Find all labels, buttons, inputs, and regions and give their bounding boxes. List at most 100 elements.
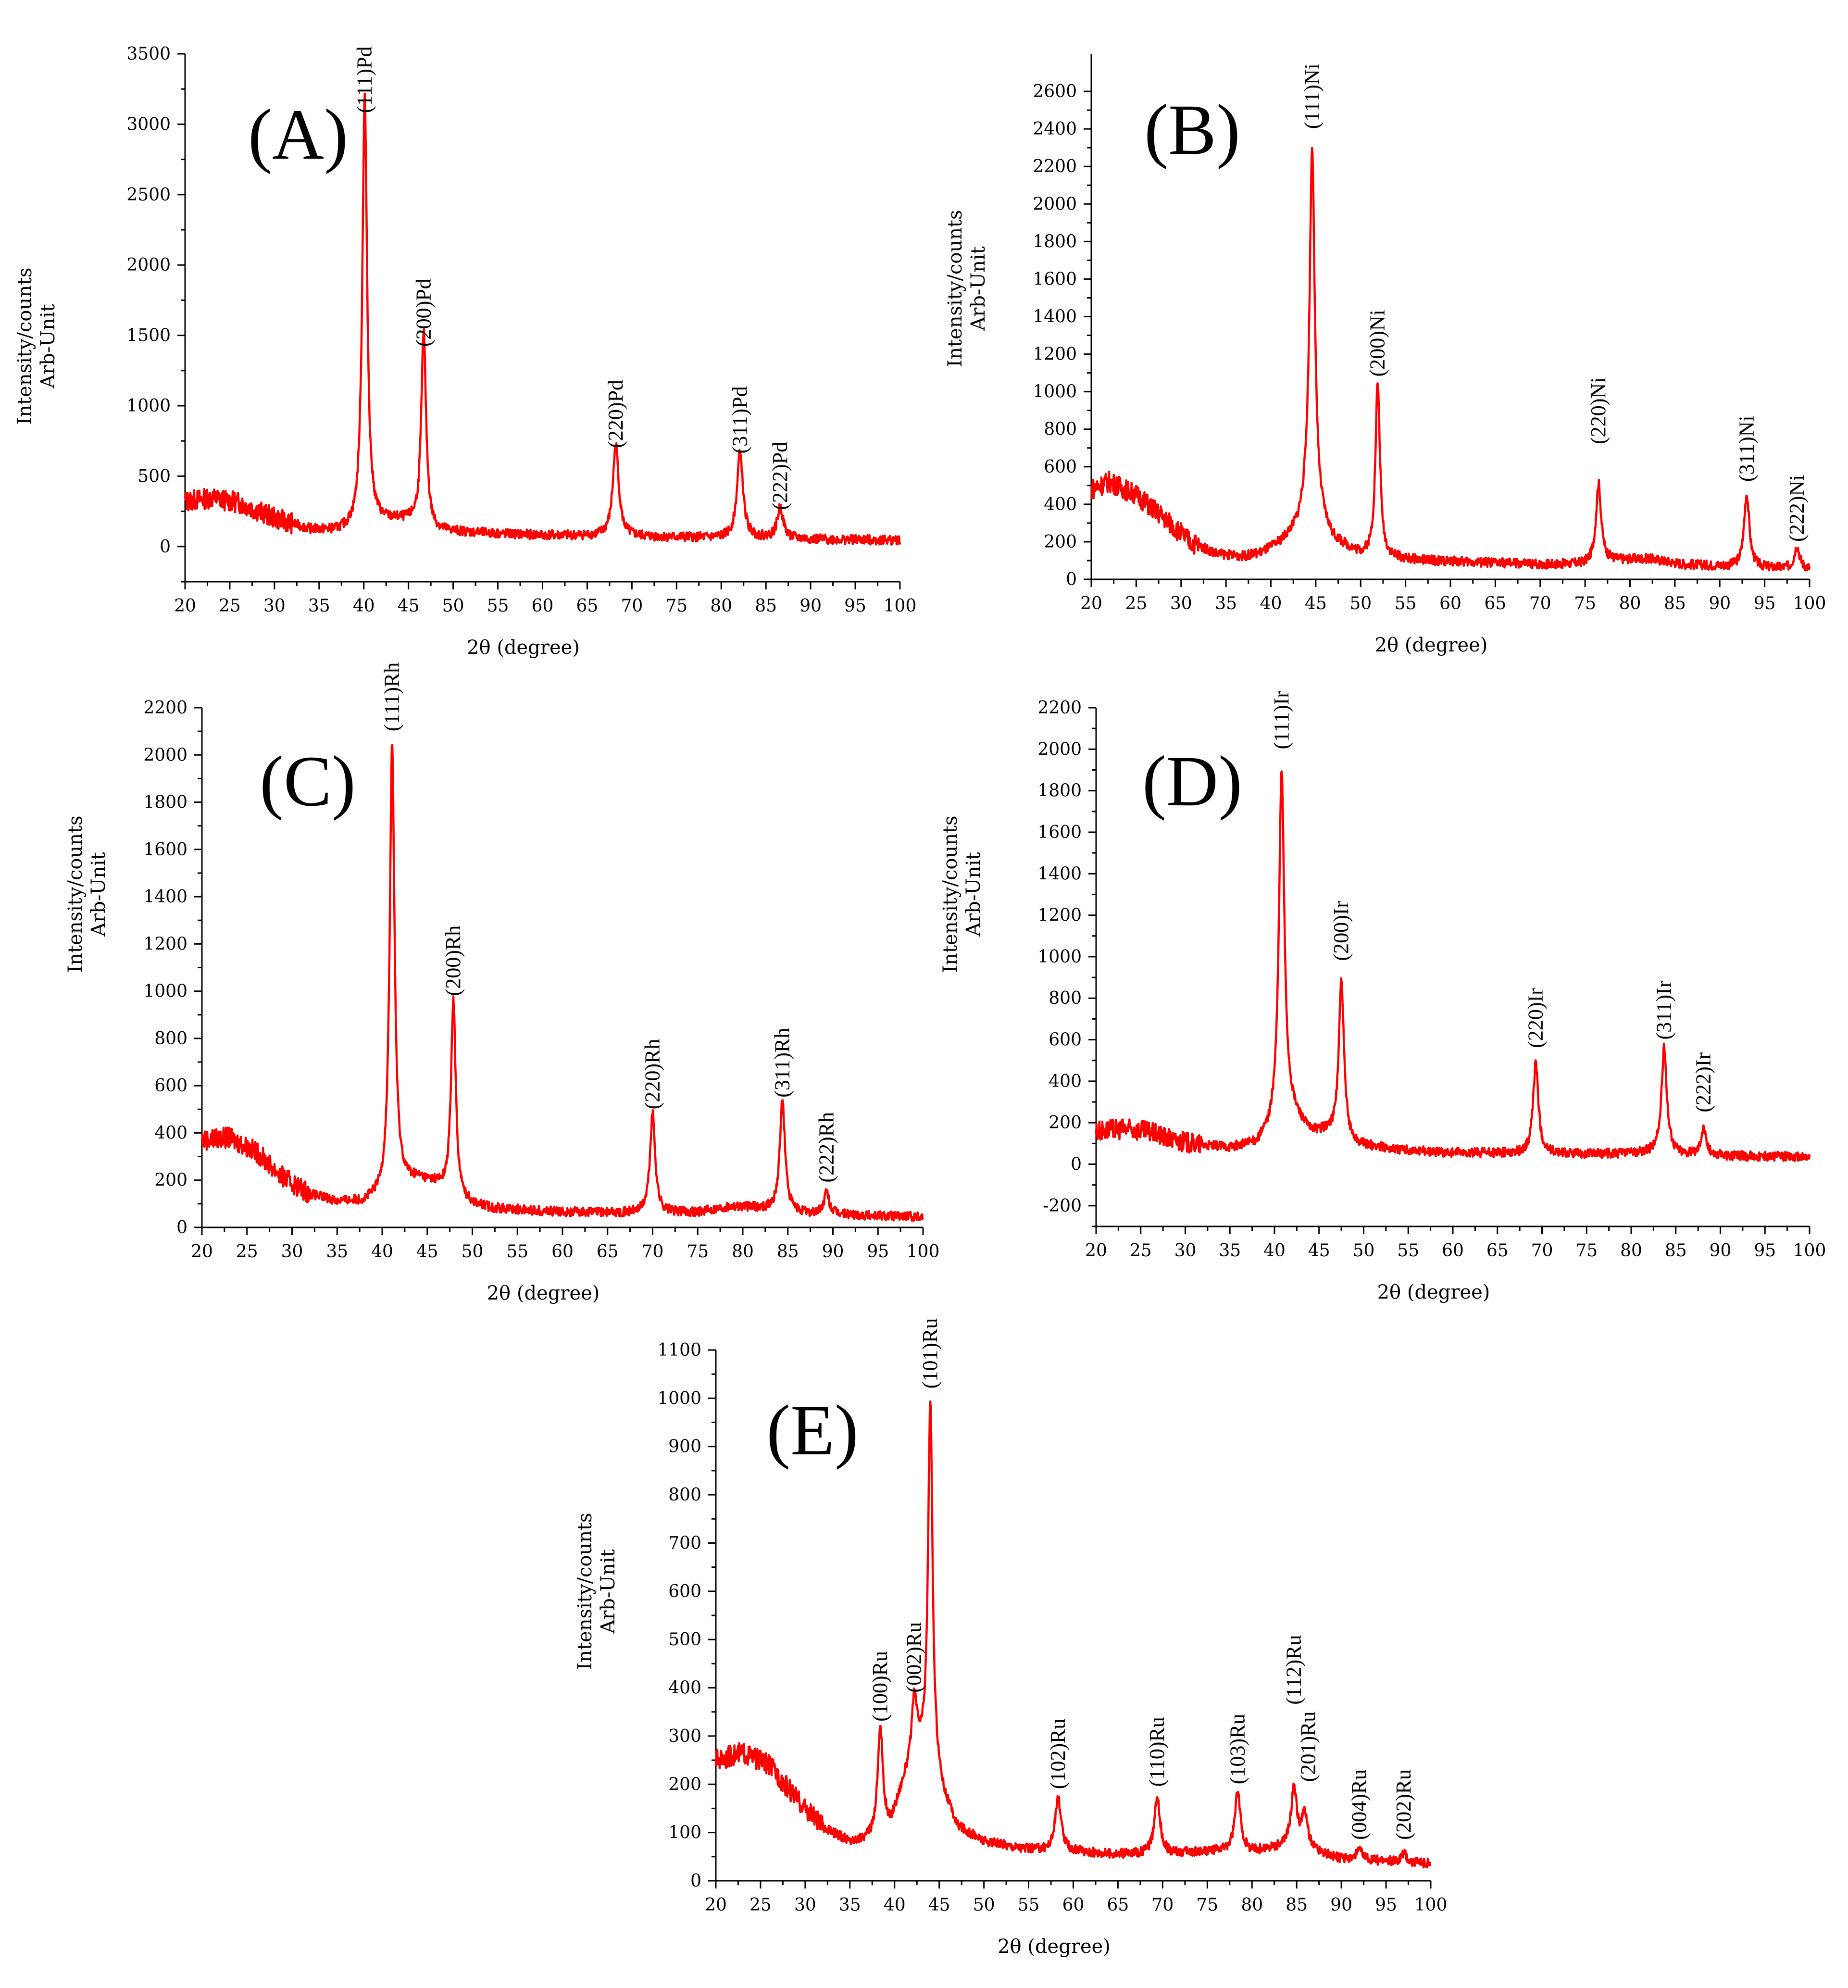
peak-label: (201)Ru	[1296, 1712, 1320, 1782]
y-tick-label: 1000	[657, 1388, 701, 1408]
peak-label: (200)Pd	[412, 278, 435, 347]
y-tick-label: 1800	[1033, 232, 1077, 251]
x-tick-label: 70	[1529, 594, 1551, 613]
x-axis-title: 2θ (degree)	[467, 637, 580, 659]
y-tick-label: 1000	[126, 396, 171, 416]
peak-label: (222)Pd	[768, 442, 792, 510]
peak-label: (111)Pd	[353, 46, 376, 113]
x-axis-title: 2θ (degree)	[487, 1282, 600, 1304]
y-tick-label: 600	[154, 1076, 187, 1096]
x-tick-label: 35	[839, 1895, 861, 1915]
peak-label: (200)Ni	[1366, 310, 1389, 376]
peak-label: (222)Ni	[1785, 475, 1809, 542]
y-tick-label: 1500	[126, 326, 171, 346]
x-tick-label: 30	[263, 596, 286, 616]
x-tick-label: 25	[219, 596, 241, 616]
x-tick-label: 55	[1395, 594, 1417, 613]
x-tick-label: 50	[462, 1242, 484, 1262]
peak-label: (220)Ni	[1586, 377, 1610, 444]
peak-label: (222)Ir	[1691, 1052, 1715, 1113]
x-tick-label: 40	[1260, 594, 1282, 613]
x-tick-label: 40	[353, 596, 375, 616]
y-tick-label: 200	[1049, 1113, 1082, 1133]
x-tick-label: 95	[867, 1242, 889, 1262]
y-tick-label: 1400	[1033, 307, 1077, 327]
x-tick-label: 35	[1215, 594, 1237, 613]
x-tick-label: 90	[799, 596, 822, 616]
peak-label: (004)Ru	[1347, 1769, 1371, 1840]
y-axis-title: Intensity/counts	[939, 815, 961, 973]
x-axis-title: 2θ (degree)	[1375, 634, 1488, 656]
peak-label: (222)Rh	[814, 1112, 838, 1183]
y-tick-label: 0	[1071, 1155, 1082, 1175]
x-tick-label: 60	[1442, 1241, 1464, 1261]
x-tick-label: 20	[1080, 594, 1102, 613]
y-tick-label: 1200	[1033, 345, 1077, 364]
x-tick-label: 85	[755, 596, 777, 616]
peak-label: (102)Ru	[1046, 1719, 1070, 1789]
y-tick-label: 800	[1049, 988, 1082, 1008]
x-tick-label: 75	[665, 596, 687, 616]
y-tick-label: 3000	[126, 114, 171, 134]
x-tick-label: 90	[822, 1242, 844, 1262]
x-tick-label: 100	[1793, 594, 1826, 613]
x-tick-label: 75	[687, 1242, 709, 1262]
y-tick-label: 2000	[126, 255, 171, 275]
y-tick-label: 2000	[1037, 739, 1082, 759]
x-tick-label: 40	[884, 1895, 906, 1915]
x-tick-label: 50	[1349, 594, 1372, 613]
x-tick-label: 100	[884, 596, 917, 616]
y-tick-label: 1600	[1037, 823, 1082, 842]
x-tick-label: 20	[174, 596, 196, 616]
x-tick-label: 100	[907, 1242, 940, 1262]
panel-a: 20 25 30 35 40 45 50 55 60 65 70 75 80 85 90 95 10005001…	[14, 44, 916, 659]
y-tick-label: 2500	[126, 185, 171, 205]
panel-letter: (C)	[260, 741, 356, 821]
y-tick-label: 0	[160, 537, 171, 557]
x-tick-label: 45	[1308, 1241, 1330, 1261]
y-tick-label: 800	[1044, 420, 1077, 439]
x-tick-label: 60	[1062, 1895, 1085, 1915]
y-axis-title: Intensity/counts	[574, 1513, 596, 1670]
x-tick-label: 25	[1125, 594, 1147, 613]
x-axis-title: 2θ (degree)	[998, 1936, 1111, 1958]
x-tick-label: 70	[642, 1242, 664, 1262]
y-tick-label: 1000	[1033, 382, 1077, 402]
xrd-trace-rh	[200, 744, 924, 1222]
x-tick-label: 25	[236, 1242, 258, 1262]
x-tick-label: 40	[371, 1242, 393, 1262]
y-tick-label: 0	[690, 1871, 701, 1891]
x-tick-label: 95	[1754, 1241, 1776, 1261]
y-tick-label: 900	[668, 1437, 701, 1457]
y-axis-title: Arb-Unit	[37, 304, 59, 388]
peak-label: (112)Ru	[1282, 1635, 1306, 1705]
x-tick-label: 45	[1305, 594, 1327, 613]
x-tick-label: 85	[777, 1242, 799, 1262]
peak-label: (111)Ir	[1270, 691, 1293, 750]
y-tick-label: 700	[668, 1533, 701, 1553]
x-tick-label: 60	[532, 596, 554, 616]
x-tick-label: 45	[398, 596, 420, 616]
y-axis-title: Arb-Unit	[87, 852, 110, 937]
x-tick-label: 20	[705, 1895, 727, 1915]
y-axis-title: Arb-Unit	[962, 852, 985, 937]
y-tick-label: 100	[668, 1823, 701, 1843]
y-tick-label: 300	[668, 1726, 701, 1746]
x-tick-label: 65	[597, 1242, 619, 1262]
y-tick-label: 3500	[126, 44, 171, 64]
y-tick-label: 200	[668, 1775, 701, 1794]
y-tick-label: 0	[176, 1218, 187, 1238]
panel-letter: (D)	[1142, 741, 1242, 821]
x-tick-label: 70	[1151, 1895, 1174, 1915]
x-tick-label: 55	[1018, 1895, 1040, 1915]
x-tick-label: 45	[928, 1895, 950, 1915]
y-tick-label: 400	[668, 1678, 701, 1698]
x-tick-label: 65	[1107, 1895, 1129, 1915]
x-tick-label: 35	[308, 596, 330, 616]
x-tick-label: 40	[1263, 1241, 1286, 1261]
y-tick-label: 1200	[143, 934, 187, 954]
peak-label: (311)Ir	[1652, 980, 1676, 1039]
y-tick-label: 500	[668, 1630, 701, 1650]
y-tick-label: 1100	[657, 1340, 701, 1360]
